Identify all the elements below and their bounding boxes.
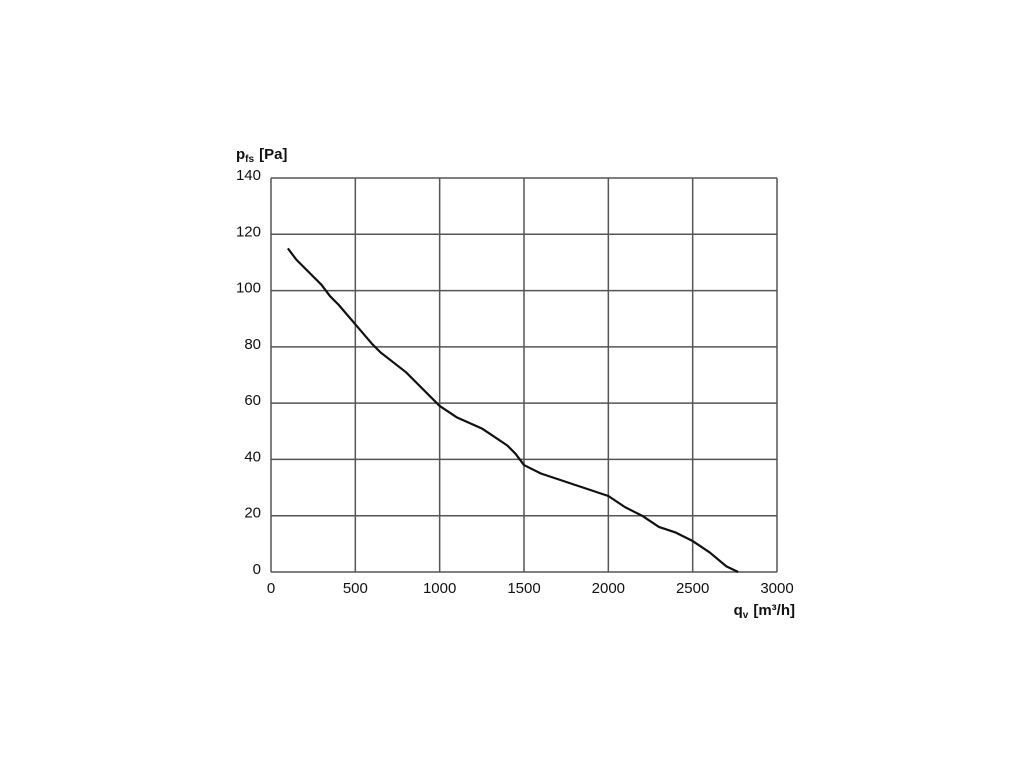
y-tick-label: 80 [244, 336, 261, 353]
y-label-symbol: p [236, 146, 245, 163]
curve [286, 247, 739, 573]
y-tick-label: 60 [244, 392, 261, 409]
y-tick-label: 140 [236, 167, 261, 184]
x-axis-label: qv [m³/h] [734, 602, 795, 621]
x-tick-label: 3000 [760, 580, 793, 597]
x-tick-label: 500 [343, 580, 368, 597]
y-tick-label: 0 [253, 561, 261, 578]
x-label-symbol: q [734, 602, 743, 619]
y-tick-label: 120 [236, 223, 261, 240]
y-tick-label: 20 [244, 505, 261, 522]
x-tick-label: 2500 [676, 580, 709, 597]
x-label-unit: [m³/h] [753, 602, 795, 619]
x-tick-label: 0 [267, 580, 275, 597]
y-tick-label: 40 [244, 448, 261, 465]
x-tick-label: 1000 [423, 580, 456, 597]
y-tick-label: 100 [236, 280, 261, 297]
x-tick-label: 2000 [592, 580, 625, 597]
y-label-subscript: fs [245, 154, 254, 165]
x-tick-label: 1500 [507, 580, 540, 597]
y-axis-label: pfs [Pa] [236, 146, 287, 165]
x-label-subscript: v [743, 610, 749, 621]
y-label-unit: [Pa] [259, 146, 287, 163]
